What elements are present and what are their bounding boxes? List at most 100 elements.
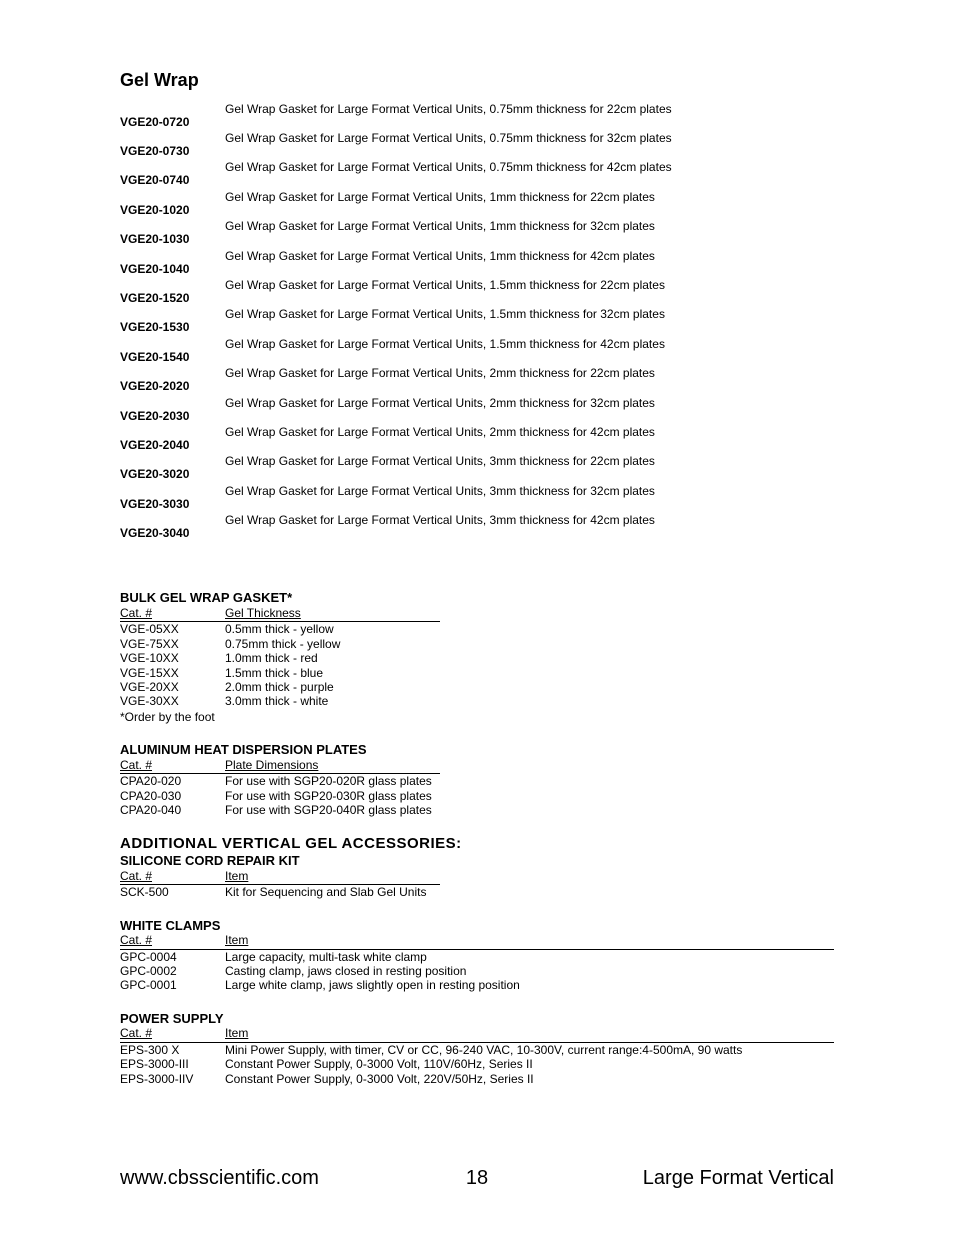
aluminum-plates-section: ALUMINUM HEAT DISPERSION PLATES Cat. # P… [120,742,834,817]
item-description: Gel Wrap Gasket for Large Format Vertica… [225,337,680,364]
header-thickness: Gel Thickness [225,606,440,620]
catalog-number: VGE20-0720 [120,102,225,129]
item-description: Large capacity, multi-task white clamp [225,950,834,964]
catalog-number: VGE20-1030 [120,219,225,246]
plate-dimension: For use with SGP20-040R glass plates [225,803,440,817]
table-row: VGE20-0730 Gel Wrap Gasket for Large For… [120,131,834,158]
item-description: Gel Wrap Gasket for Large Format Vertica… [225,454,680,481]
white-clamps-section: WHITE CLAMPS Cat. # Item GPC-0004 Large … [120,918,834,993]
accessories-heading: ADDITIONAL VERTICAL GEL ACCESSORIES: [120,835,834,853]
silicone-title: SILICONE CORD REPAIR KIT [120,853,834,869]
aluminum-table: Cat. # Plate Dimensions CPA20-020 For us… [120,758,440,818]
catalog-number: VGE20-0730 [120,131,225,158]
thickness-value: 1.5mm thick - blue [225,666,440,680]
catalog-number: VGE20-2030 [120,396,225,423]
item-description: Gel Wrap Gasket for Large Format Vertica… [225,249,680,276]
table-row: VGE-05XX 0.5mm thick - yellow [120,622,440,636]
table-row: EPS-300 X Mini Power Supply, with timer,… [120,1043,834,1057]
thickness-value: 1.0mm thick - red [225,651,440,665]
catalog-number: VGE-05XX [120,622,225,636]
thickness-value: 0.5mm thick - yellow [225,622,440,636]
item-description: Gel Wrap Gasket for Large Format Vertica… [225,160,680,187]
catalog-number: VGE20-3030 [120,484,225,511]
catalog-number: VGE20-0740 [120,160,225,187]
header-dim: Plate Dimensions [225,758,440,772]
item-description: Large white clamp, jaws slightly open in… [225,978,834,992]
silicone-table: Cat. # Item SCK-500 Kit for Sequencing a… [120,869,440,900]
gel-wrap-title: Gel Wrap [120,70,834,92]
item-description: Gel Wrap Gasket for Large Format Vertica… [225,366,680,393]
item-description: Gel Wrap Gasket for Large Format Vertica… [225,425,680,452]
bulk-title: BULK GEL WRAP GASKET* [120,590,834,606]
catalog-number: VGE-75XX [120,637,225,651]
footer-section-name: Large Format Vertical [596,1166,834,1190]
header-cat: Cat. # [120,933,225,947]
table-row: VGE20-1020 Gel Wrap Gasket for Large For… [120,190,834,217]
table-row: VGE-20XX 2.0mm thick - purple [120,680,440,694]
plate-dimension: For use with SGP20-020R glass plates [225,774,440,788]
item-description: Casting clamp, jaws closed in resting po… [225,964,834,978]
item-description: Constant Power Supply, 0-3000 Volt, 220V… [225,1072,834,1086]
catalog-number: GPC-0001 [120,978,225,992]
header-cat: Cat. # [120,606,225,620]
item-description: Constant Power Supply, 0-3000 Volt, 110V… [225,1057,834,1071]
catalog-number: CPA20-020 [120,774,225,788]
table-row: VGE20-1030 Gel Wrap Gasket for Large For… [120,219,834,246]
catalog-number: VGE20-1040 [120,249,225,276]
item-description: Gel Wrap Gasket for Large Format Vertica… [225,219,680,246]
thickness-value: 0.75mm thick - yellow [225,637,440,651]
table-header: Cat. # Item [120,933,834,949]
catalog-number: CPA20-030 [120,789,225,803]
table-row: VGE-75XX 0.75mm thick - yellow [120,637,440,651]
header-cat: Cat. # [120,869,225,883]
item-description: Mini Power Supply, with timer, CV or CC,… [225,1043,834,1057]
footer-page-number: 18 [358,1166,596,1190]
catalog-number: VGE20-1530 [120,307,225,334]
table-row: VGE20-1040 Gel Wrap Gasket for Large For… [120,249,834,276]
catalog-number: SCK-500 [120,885,225,899]
bulk-gel-wrap-section: BULK GEL WRAP GASKET* Cat. # Gel Thickne… [120,590,834,724]
item-description: Kit for Sequencing and Slab Gel Units [225,885,440,899]
table-row: GPC-0001 Large white clamp, jaws slightl… [120,978,834,992]
thickness-value: 3.0mm thick - white [225,694,440,708]
bulk-footnote: *Order by the foot [120,710,834,724]
header-cat: Cat. # [120,1026,225,1040]
power-supply-section: POWER SUPPLY Cat. # Item EPS-300 X Mini … [120,1011,834,1086]
power-table: Cat. # Item EPS-300 X Mini Power Supply,… [120,1026,834,1086]
catalog-number: VGE20-2040 [120,425,225,452]
table-row: CPA20-030 For use with SGP20-030R glass … [120,789,440,803]
catalog-number: EPS-3000-IIV [120,1072,225,1086]
catalog-number: GPC-0004 [120,950,225,964]
clamps-title: WHITE CLAMPS [120,918,834,934]
table-row: GPC-0002 Casting clamp, jaws closed in r… [120,964,834,978]
table-row: VGE20-2030 Gel Wrap Gasket for Large For… [120,396,834,423]
header-item: Item [225,1026,834,1040]
thickness-value: 2.0mm thick - purple [225,680,440,694]
table-header: Cat. # Item [120,869,440,885]
item-description: Gel Wrap Gasket for Large Format Vertica… [225,190,680,217]
table-row: VGE20-1520 Gel Wrap Gasket for Large For… [120,278,834,305]
item-description: Gel Wrap Gasket for Large Format Vertica… [225,484,680,511]
table-row: VGE20-0720 Gel Wrap Gasket for Large For… [120,102,834,129]
table-row: VGE20-1530 Gel Wrap Gasket for Large For… [120,307,834,334]
plate-dimension: For use with SGP20-030R glass plates [225,789,440,803]
header-item: Item [225,869,440,883]
table-row: VGE-30XX 3.0mm thick - white [120,694,440,708]
footer-website: www.cbsscientific.com [120,1166,358,1190]
catalog-number: VGE20-3020 [120,454,225,481]
page-footer: www.cbsscientific.com 18 Large Format Ve… [120,1166,834,1190]
bulk-table: Cat. # Gel Thickness VGE-05XX 0.5mm thic… [120,606,440,709]
catalog-number: VGE20-2020 [120,366,225,393]
item-description: Gel Wrap Gasket for Large Format Vertica… [225,278,680,305]
table-header: Cat. # Plate Dimensions [120,758,440,774]
item-description: Gel Wrap Gasket for Large Format Vertica… [225,513,680,540]
catalog-number: VGE-30XX [120,694,225,708]
table-row: VGE-10XX 1.0mm thick - red [120,651,440,665]
catalog-number: CPA20-040 [120,803,225,817]
item-description: Gel Wrap Gasket for Large Format Vertica… [225,102,680,129]
gel-wrap-section: Gel Wrap VGE20-0720 Gel Wrap Gasket for … [120,70,834,540]
catalog-number: VGE20-1540 [120,337,225,364]
table-row: CPA20-020 For use with SGP20-020R glass … [120,774,440,788]
item-description: Gel Wrap Gasket for Large Format Vertica… [225,396,680,423]
table-header: Cat. # Gel Thickness [120,606,440,622]
